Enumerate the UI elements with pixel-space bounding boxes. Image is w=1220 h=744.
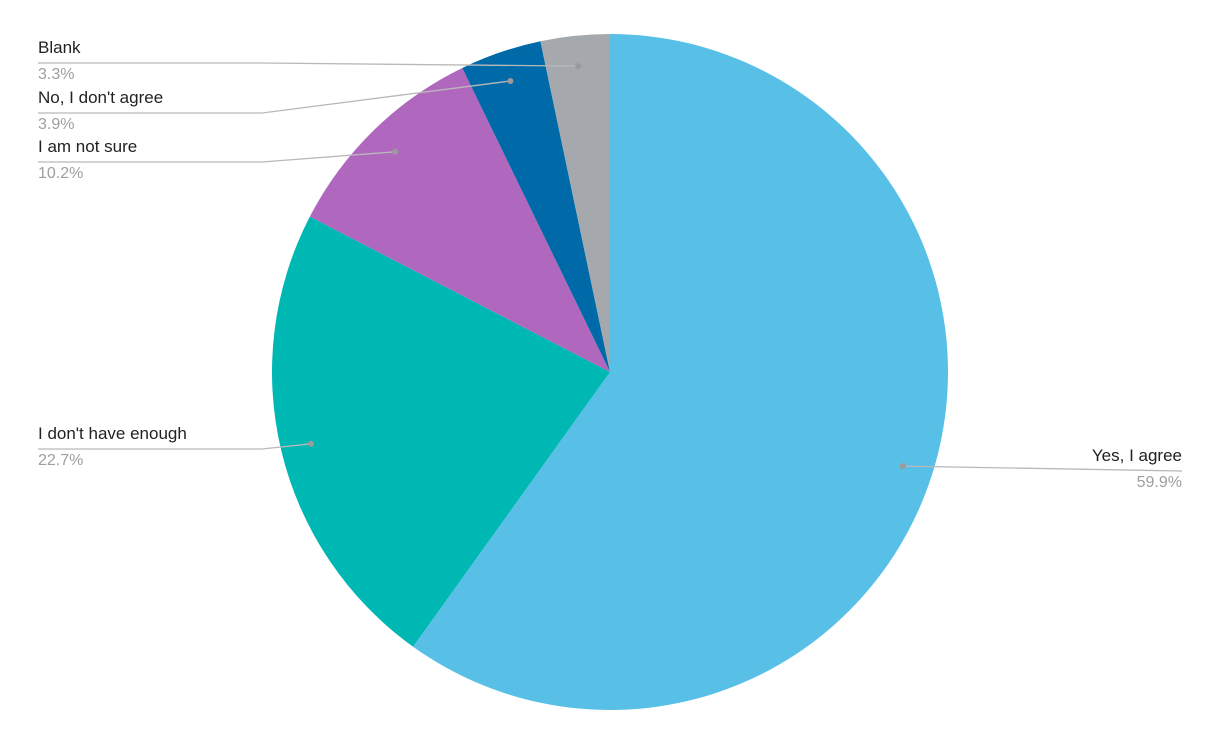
- slice-value-yes-i-agree: 59.9%: [1137, 474, 1182, 491]
- slice-label-blank: Blank: [38, 38, 81, 57]
- callout-line-yes-i-agree: [902, 465, 1183, 472]
- callout-dot-blank: [575, 63, 582, 70]
- slice-value-i-don-t-have-enough: 22.7%: [38, 452, 83, 469]
- callout-line-blank: [38, 62, 579, 67]
- callout-dot-i-don-t-have-enough: [307, 440, 314, 447]
- slice-value-no-i-don-t-agree: 3.9%: [38, 116, 74, 133]
- slice-label-i-don-t-have-enough: I don't have enough: [38, 424, 187, 443]
- pie-slice-i-am-not-sure: [309, 68, 610, 372]
- pie-labels: Yes, I agree 59.9% I don't have enough 22.7…: [38, 38, 1182, 491]
- callout-line-no-i-don-t-agree: [38, 80, 511, 114]
- pie-slice-no-i-don-t-agree: [462, 41, 610, 373]
- pie-callouts: [38, 62, 1183, 472]
- callout-line-i-don-t-have-enough: [38, 443, 311, 450]
- callout-dot-i-am-not-sure: [392, 148, 399, 155]
- pie-slice-yes-i-agree: [413, 34, 949, 710]
- slice-label-i-am-not-sure: I am not sure: [38, 137, 137, 156]
- callout-dot-no-i-don-t-agree: [507, 78, 514, 84]
- pie-slices: [271, 34, 949, 710]
- slice-label-no-i-don-t-agree: No, I don't agree: [38, 88, 163, 107]
- slice-value-blank: 3.3%: [38, 66, 74, 83]
- pie-slice-i-don-t-have-enough: [271, 216, 610, 647]
- slice-label-yes-i-agree: Yes, I agree: [1092, 446, 1182, 465]
- slice-value-i-am-not-sure: 10.2%: [38, 165, 83, 182]
- callout-line-i-am-not-sure: [38, 151, 396, 163]
- callout-dot-yes-i-agree: [899, 463, 906, 470]
- pie-slice-blank: [540, 34, 610, 372]
